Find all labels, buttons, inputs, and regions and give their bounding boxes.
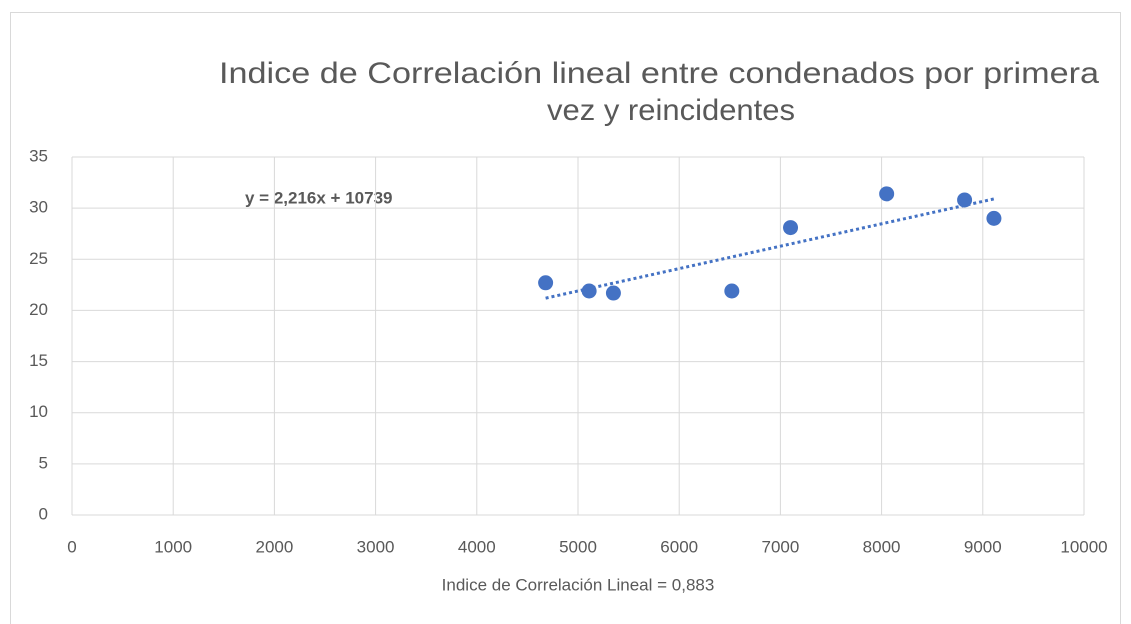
x-tick-label: 3000 [357,537,395,556]
y-tick-label: 20 [29,300,48,319]
scatter-point [581,283,597,299]
x-tick-label: 7000 [761,537,799,556]
chart-title: vez y reincidentes [547,94,795,127]
y-tick-label: 5 [39,453,48,472]
x-tick-label: 6000 [660,537,698,556]
trendline-equation: y = 2,216x + 10739 [245,188,392,207]
x-tick-label: 1000 [154,537,192,556]
scatter-point [605,285,621,301]
y-tick-label: 0 [39,504,48,523]
scatter-point [783,220,799,236]
trendline [545,197,995,300]
chart-frame [10,12,1121,624]
x-tick-label: 9000 [964,537,1002,556]
y-tick-label: 10 [29,402,48,421]
y-tick-label: 35 [29,146,48,165]
x-tick-label: 0 [67,537,76,556]
scatter-point [538,275,554,291]
scatter-point [879,186,895,202]
x-tick-label: 5000 [559,537,597,556]
scatter-point [986,210,1002,226]
y-tick-label: 30 [29,198,48,217]
chart-title: Indice de Correlación lineal entre conde… [219,57,1099,90]
x-tick-label: 8000 [863,537,901,556]
x-axis-label: Indice de Correlación Lineal = 0,883 [442,575,715,594]
y-tick-label: 25 [29,249,48,268]
scatter-point [957,192,973,208]
x-tick-label: 2000 [255,537,293,556]
scatter-point [724,283,740,299]
y-tick-label: 15 [29,351,48,370]
x-tick-label: 4000 [458,537,496,556]
x-tick-label: 10000 [1060,537,1107,556]
